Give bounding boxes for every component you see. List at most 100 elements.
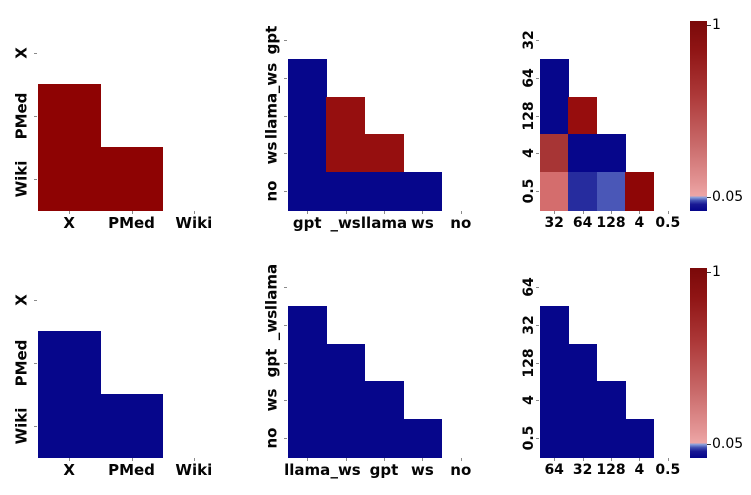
heatmap-cell (364, 134, 404, 173)
heatmap-cell (625, 419, 655, 458)
heatmap-cell (326, 96, 366, 135)
y-tick (284, 400, 287, 402)
x-tick-label: _ws (330, 214, 361, 232)
heatmap-cell (540, 134, 569, 173)
x-tick-label: 128 (596, 215, 626, 231)
x-tick-label: 64 (544, 462, 564, 478)
x-tick-label: PMed (108, 461, 155, 479)
y-tick (536, 438, 539, 440)
heatmap-cell (364, 419, 404, 458)
y-tick (284, 438, 287, 440)
heatmap-cell (100, 394, 164, 458)
heatmap-cell (364, 381, 404, 420)
colorbar-max-tick (707, 24, 711, 26)
y-tick (284, 153, 287, 155)
heatmap-cell (288, 134, 327, 173)
x-tick (131, 211, 133, 214)
heatmap-cell (100, 147, 164, 211)
heatmap-cell (540, 343, 569, 382)
colorbar-gradient (690, 268, 707, 458)
heatmap-cell (596, 419, 626, 458)
colorbar-top: 1 0.05 (690, 18, 743, 211)
x-tick (307, 211, 309, 214)
heatmap-cell (596, 172, 626, 211)
x-tick (460, 211, 462, 214)
x-tick-label: 4 (634, 462, 645, 478)
heatmap-top-left: X X PMed PMed Wiki Wiki (12, 46, 213, 232)
x-tick-label: gpt (292, 214, 322, 232)
x-tick (422, 211, 424, 214)
x-tick (554, 211, 556, 214)
x-tick-label: _ws (330, 461, 361, 479)
x-tick (422, 458, 424, 461)
heatmap-cell (540, 305, 569, 345)
colorbar-threshold-label: 0.05 (712, 435, 744, 452)
heatmap-cell (288, 96, 327, 135)
y-tick (536, 77, 539, 79)
y-tick (536, 286, 539, 288)
y-tick (536, 39, 539, 41)
y-tick (284, 324, 287, 326)
x-tick (193, 211, 195, 214)
x-tick (131, 458, 133, 461)
x-tick-label: gpt (369, 461, 399, 479)
x-tick (69, 211, 71, 214)
heatmap-cell (288, 381, 327, 420)
y-tick (284, 191, 287, 193)
y-tick (34, 299, 37, 301)
heatmap-cell (596, 134, 626, 173)
y-tick (284, 286, 287, 288)
heatmap-cell (326, 343, 366, 382)
heatmap-cell (288, 172, 327, 211)
x-tick (611, 211, 612, 214)
x-tick-label: 0.5 (655, 462, 681, 478)
y-tick (34, 52, 37, 54)
colorbar-max-label: 1 (712, 16, 721, 33)
x-tick-label: ws (410, 461, 434, 479)
x-tick-label: 128 (596, 462, 626, 478)
y-tick (536, 115, 539, 117)
x-tick-label: llama (284, 461, 331, 479)
x-tick (554, 458, 556, 461)
heatmap-cell (403, 419, 443, 458)
x-tick (667, 211, 669, 214)
colorbar-max-tick (707, 271, 711, 273)
x-tick (611, 458, 612, 461)
heatmap-cell (288, 343, 327, 382)
heatmap-cell (568, 96, 598, 135)
heatmap-cell (568, 172, 598, 211)
heatmap-cell (568, 381, 598, 420)
y-tick (536, 191, 539, 193)
heatmap-cell (540, 96, 569, 135)
heatmap-cell (326, 172, 366, 211)
heatmap-cell (596, 381, 626, 420)
y-tick (536, 324, 539, 326)
colorbar-max-label: 1 (712, 263, 721, 280)
x-tick-label: llama (360, 214, 408, 232)
colorbar-threshold-tick (707, 443, 711, 445)
x-tick-label: 4 (634, 215, 645, 231)
heatmap-bottom-left: X X PMed PMed Wiki Wiki (12, 293, 213, 479)
heatmap-cell (288, 419, 327, 458)
heatmap-cell (568, 134, 598, 173)
heatmap-cell (38, 84, 101, 148)
heatmap-cell (540, 172, 569, 211)
heatmap-cell (364, 172, 404, 211)
y-tick (284, 115, 287, 117)
colorbar-threshold-label: 0.05 (712, 188, 744, 205)
y-tick (284, 362, 287, 364)
y-tick (34, 425, 37, 427)
heatmap-top-middle: gpt gpt _ws _ws llama llama ws ws no no (262, 25, 472, 232)
colorbar-gradient (690, 21, 707, 211)
heatmap-cell (403, 172, 443, 211)
y-tick (536, 362, 539, 364)
x-tick-label: no (450, 461, 472, 479)
x-tick-label: 0.5 (655, 215, 681, 231)
heatmap-cell (625, 172, 655, 211)
x-tick (69, 458, 71, 461)
heatmap-cell (288, 58, 327, 98)
y-tick (34, 178, 37, 180)
heatmap-cell (540, 381, 569, 420)
x-tick-label: 32 (572, 462, 593, 478)
